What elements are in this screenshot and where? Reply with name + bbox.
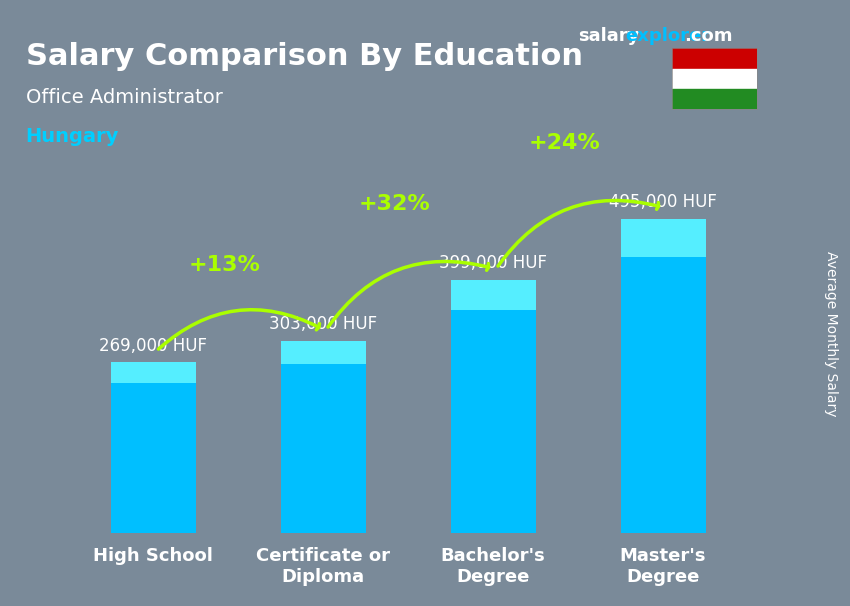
- Text: 303,000 HUF: 303,000 HUF: [269, 315, 377, 333]
- Text: explorer: explorer: [625, 27, 710, 45]
- Text: +13%: +13%: [189, 255, 260, 275]
- Text: 495,000 HUF: 495,000 HUF: [609, 193, 717, 211]
- Text: 399,000 HUF: 399,000 HUF: [439, 254, 547, 272]
- Text: 269,000 HUF: 269,000 HUF: [99, 337, 207, 355]
- Text: Salary Comparison By Education: Salary Comparison By Education: [26, 42, 582, 72]
- Bar: [672, 89, 756, 109]
- Text: Hungary: Hungary: [26, 127, 119, 146]
- Bar: [110, 362, 196, 383]
- Text: .com: .com: [684, 27, 733, 45]
- Text: +32%: +32%: [359, 193, 430, 213]
- Text: salary: salary: [578, 27, 639, 45]
- Text: +24%: +24%: [529, 133, 600, 153]
- Bar: [620, 219, 706, 256]
- Bar: [450, 280, 536, 310]
- Text: Average Monthly Salary: Average Monthly Salary: [824, 250, 838, 416]
- Text: Office Administrator: Office Administrator: [26, 88, 223, 107]
- Bar: [110, 362, 196, 533]
- Bar: [672, 48, 756, 68]
- Bar: [280, 341, 366, 533]
- Bar: [672, 68, 756, 89]
- Bar: [450, 280, 536, 533]
- Bar: [280, 341, 366, 364]
- Bar: [620, 219, 706, 533]
